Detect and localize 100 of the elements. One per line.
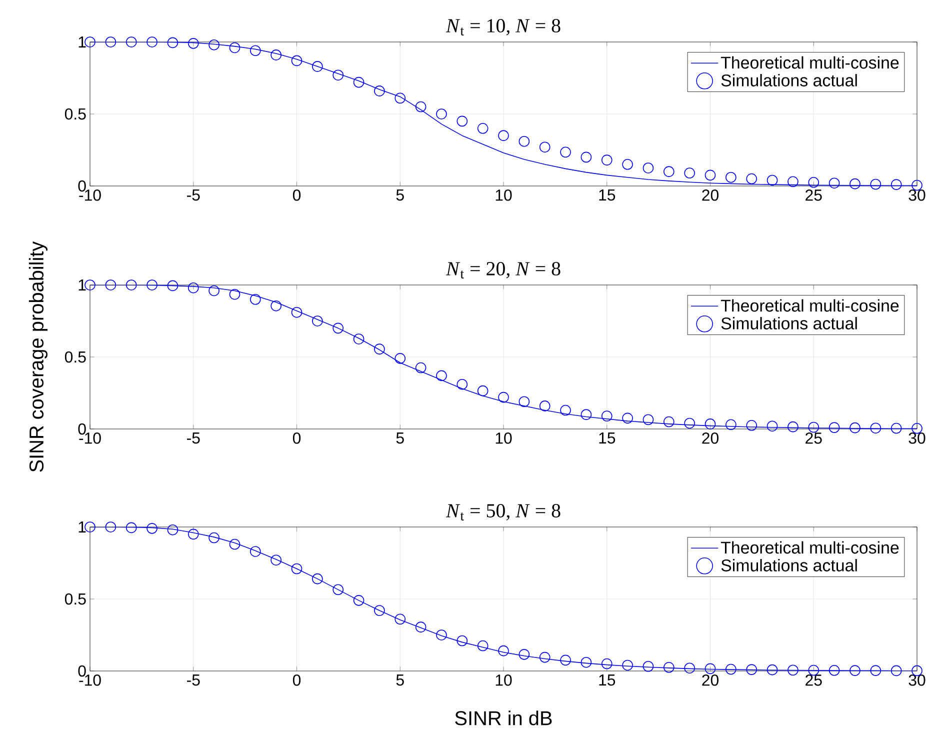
point xyxy=(890,179,902,190)
point xyxy=(146,36,158,48)
x-tick-label: -5 xyxy=(187,432,200,444)
point xyxy=(788,421,798,432)
point xyxy=(208,285,220,296)
point xyxy=(270,554,282,566)
point xyxy=(250,45,261,56)
chart-title: N$_{t}$ = 20, N = 8 xyxy=(446,262,560,278)
point xyxy=(704,170,716,181)
x-tick-label: 25 xyxy=(806,674,822,686)
point xyxy=(518,136,530,147)
point xyxy=(436,370,447,382)
point xyxy=(312,316,323,326)
point xyxy=(208,532,220,544)
x-tick-label: -10 xyxy=(79,190,101,201)
x-tick-label: -10 xyxy=(79,432,101,444)
x-axis-title: SINR in dB xyxy=(455,710,552,726)
point xyxy=(828,422,840,433)
x-tick-label: 10 xyxy=(496,674,512,686)
legend-label: Theoretical multi-cosine xyxy=(720,299,899,312)
point xyxy=(126,280,137,290)
point xyxy=(332,584,344,596)
point xyxy=(250,546,261,557)
point xyxy=(394,353,406,364)
point xyxy=(560,404,571,416)
point xyxy=(498,392,509,403)
point xyxy=(456,635,468,646)
x-tick-label: 0 xyxy=(292,190,301,201)
x-tick-label: -5 xyxy=(187,190,200,201)
x-tick-label: 25 xyxy=(806,432,822,444)
point xyxy=(642,660,654,672)
point xyxy=(105,36,116,48)
y-tick-label: 0.5 xyxy=(64,351,86,363)
point xyxy=(105,280,116,290)
x-tick-label: 10 xyxy=(496,190,512,201)
x-tick-label: 5 xyxy=(396,432,404,444)
point xyxy=(291,306,302,318)
point xyxy=(684,168,695,178)
point xyxy=(704,418,716,430)
point xyxy=(146,523,158,534)
point xyxy=(580,152,592,163)
point xyxy=(126,522,137,534)
point xyxy=(126,36,137,48)
chart-title: N$_{t}$ = 50, N = 8 xyxy=(446,504,560,520)
point xyxy=(890,422,902,434)
point xyxy=(746,420,758,431)
point xyxy=(105,522,116,532)
point xyxy=(788,664,798,676)
point xyxy=(664,166,674,177)
point xyxy=(766,174,778,186)
point xyxy=(788,176,798,188)
x-tick-label: 15 xyxy=(599,674,616,686)
x-tick-label: 5 xyxy=(396,674,404,686)
point xyxy=(332,70,344,80)
point xyxy=(436,630,447,640)
point xyxy=(622,158,633,170)
chart-title: N$_{t}$ = 10, N = 8 xyxy=(446,19,560,36)
point xyxy=(704,663,716,674)
y-tick-label: 0 xyxy=(78,180,86,192)
point xyxy=(477,640,488,652)
point xyxy=(726,419,736,430)
point xyxy=(415,622,426,632)
legend-label: Simulations actual xyxy=(721,74,857,86)
point xyxy=(664,416,674,428)
point xyxy=(746,173,758,184)
y-tick-label: 0 xyxy=(78,423,86,435)
point xyxy=(642,162,654,174)
point xyxy=(374,605,385,616)
point xyxy=(539,652,550,663)
x-tick-label: 30 xyxy=(908,190,926,201)
point xyxy=(188,282,199,294)
point xyxy=(353,334,364,344)
point xyxy=(229,288,240,300)
point xyxy=(580,409,592,420)
point xyxy=(415,362,426,374)
point xyxy=(208,39,220,50)
x-tick-label: 10 xyxy=(496,432,512,444)
point xyxy=(270,50,282,60)
point xyxy=(477,122,488,134)
x-tick-label: -5 xyxy=(187,674,200,686)
legend-label: Theoretical multi-cosine xyxy=(720,541,899,554)
point xyxy=(890,665,902,676)
point xyxy=(374,86,385,96)
point xyxy=(167,37,178,48)
legend-label: Simulations actual xyxy=(721,317,857,330)
point xyxy=(250,294,261,305)
point xyxy=(808,176,820,188)
point xyxy=(394,614,406,625)
point xyxy=(560,654,571,666)
point xyxy=(766,664,778,676)
y-tick-label: 0.5 xyxy=(64,593,86,605)
x-tick-label: 0 xyxy=(292,432,301,444)
x-tick-label: 15 xyxy=(599,190,616,201)
x-tick-label: 20 xyxy=(702,190,718,201)
point xyxy=(498,645,509,656)
x-tick-label: 20 xyxy=(702,674,718,686)
point xyxy=(684,418,695,429)
point xyxy=(870,422,882,434)
point xyxy=(312,573,323,584)
point xyxy=(746,664,758,675)
